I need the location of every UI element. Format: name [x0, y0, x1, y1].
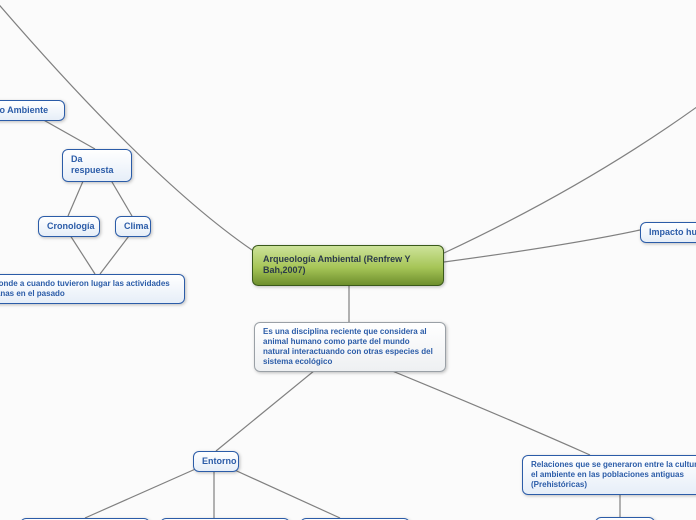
- node-central[interactable]: Arqueología Ambiental (Renfrew Y Bah,200…: [252, 245, 444, 286]
- node-responde[interactable]: Responde a cuando tuvieron lugar las act…: [0, 274, 185, 304]
- node-impacto[interactable]: Impacto humano: [640, 222, 696, 243]
- node-relaciones[interactable]: Relaciones que se generaron entre la cul…: [522, 455, 696, 495]
- mindmap-canvas: Medio Ambiente Da respuesta Cronología Clim…: [0, 0, 696, 520]
- node-label: Da respuesta: [71, 154, 114, 175]
- node-label: Responde a cuando tuvieron lugar las act…: [0, 279, 170, 298]
- node-label: Clima: [124, 221, 149, 231]
- node-label: Medio Ambiente: [0, 105, 48, 115]
- node-label: Relaciones que se generaron entre la cul…: [531, 460, 696, 489]
- node-label: Arqueología Ambiental (Renfrew Y Bah,200…: [263, 254, 410, 275]
- node-clima[interactable]: Clima: [115, 216, 151, 237]
- node-label: Entorno: [202, 456, 237, 466]
- node-entorno[interactable]: Entorno: [193, 451, 239, 472]
- node-da_respuesta[interactable]: Da respuesta: [62, 149, 132, 182]
- node-label: Impacto humano: [649, 227, 696, 237]
- node-disciplina[interactable]: Es una disciplina reciente que considera…: [254, 322, 446, 372]
- node-medio_ambiente[interactable]: Medio Ambiente: [0, 100, 65, 121]
- node-cronologia[interactable]: Cronología: [38, 216, 100, 237]
- node-label: Es una disciplina reciente que considera…: [263, 327, 433, 366]
- node-label: Cronología: [47, 221, 95, 231]
